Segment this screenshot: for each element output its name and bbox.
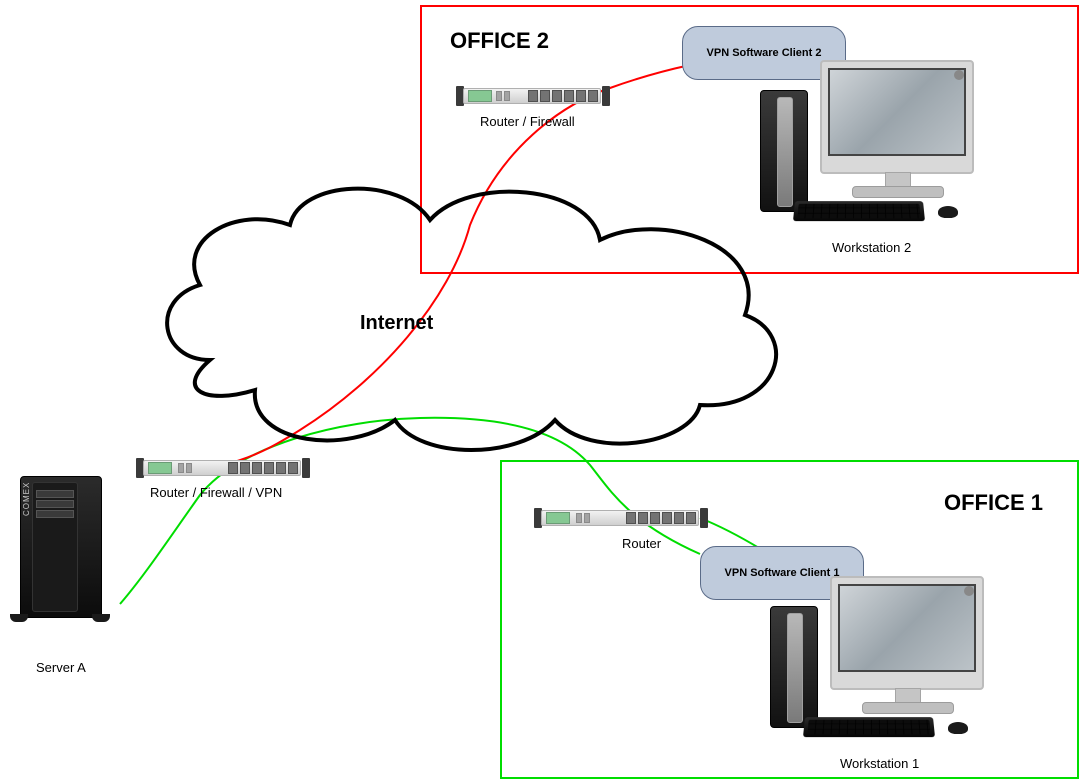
workstation2 — [760, 60, 990, 230]
router-office1-label: Router — [622, 536, 661, 551]
router-left — [138, 454, 308, 478]
vpn-client2-label: VPN Software Client 2 — [707, 47, 822, 59]
router-office1 — [536, 504, 706, 528]
workstation1 — [770, 576, 1000, 746]
workstation1-label: Workstation 1 — [840, 756, 919, 771]
internet-label: Internet — [360, 312, 433, 335]
server-a: COMEX — [10, 476, 110, 646]
office2-title: OFFICE 2 — [450, 28, 549, 54]
server-brand-label: COMEX — [22, 482, 31, 516]
router-left-label: Router / Firewall / VPN — [150, 485, 282, 500]
router-office2-label: Router / Firewall — [480, 114, 575, 129]
server-a-label: Server A — [36, 660, 86, 675]
workstation2-label: Workstation 2 — [832, 240, 911, 255]
office1-title: OFFICE 1 — [944, 490, 1043, 516]
router-office2 — [458, 82, 608, 104]
